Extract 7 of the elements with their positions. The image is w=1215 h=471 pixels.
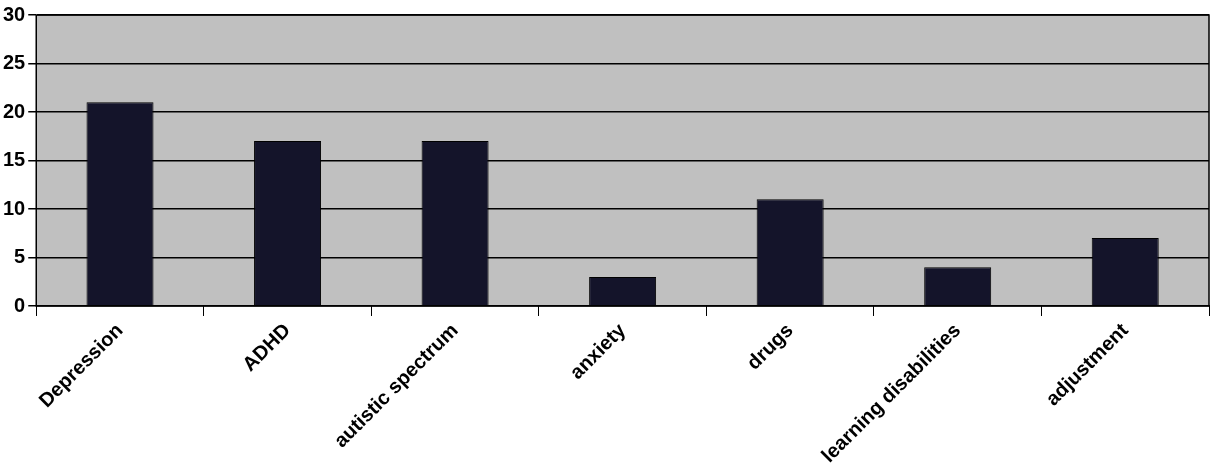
y-tick-label: 0: [14, 293, 26, 316]
y-tick-label: 10: [3, 196, 26, 219]
y-tick-label: 30: [3, 2, 26, 25]
y-tick-label: 25: [3, 51, 26, 74]
y-tick-label: 5: [14, 245, 26, 268]
y-tick-label: 15: [3, 148, 26, 171]
y-tick-label: 20: [3, 99, 26, 122]
